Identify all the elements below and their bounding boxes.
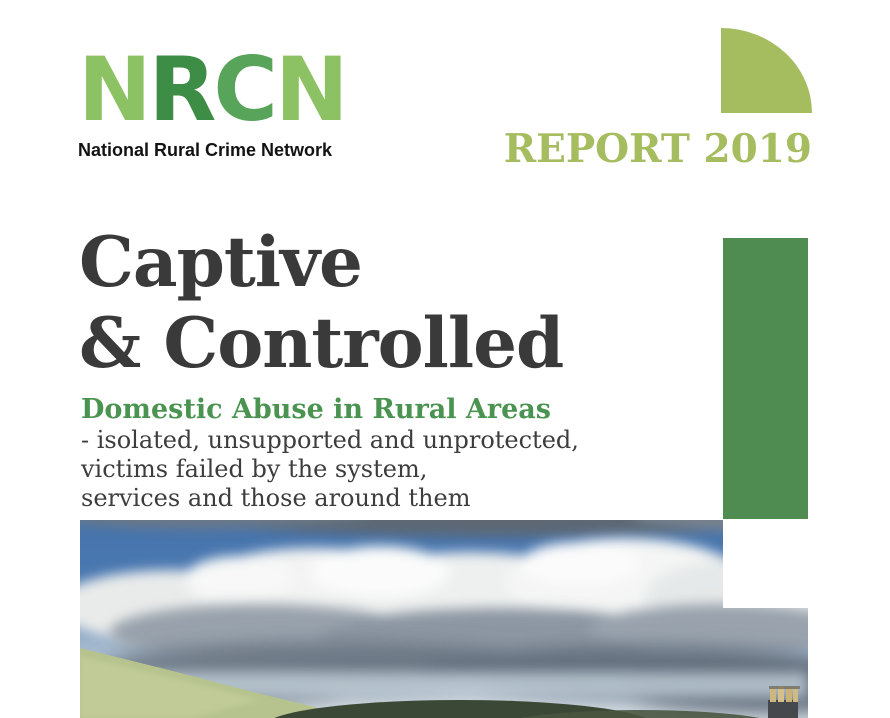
nrcn-logo: NRCN National Rural Crime Network	[78, 42, 349, 161]
title-line-1: Captive	[79, 222, 363, 303]
logo-letter-n1: N	[78, 38, 152, 141]
page-subtitle: Domestic Abuse in Rural Areas	[81, 394, 551, 425]
logo-letter-r: R	[148, 38, 217, 141]
page-description: - isolated, unsupported and unprotected,…	[81, 426, 639, 513]
quarter-circle-accent	[721, 28, 812, 113]
page-title: Captive & Controlled	[79, 222, 639, 384]
nrcn-logo-letters: NRCN	[78, 42, 349, 138]
landscape-illustration	[80, 520, 808, 718]
headline-block: Captive & Controlled Domestic Abuse in Ru…	[79, 222, 639, 513]
green-accent-bar	[723, 238, 808, 519]
report-year-label: REPORT 2019	[503, 126, 812, 172]
logo-tagline: National Rural Crime Network	[78, 140, 333, 160]
cover-photo	[80, 520, 808, 718]
logo-letter-n2: N	[275, 38, 349, 141]
chimney	[768, 686, 800, 718]
title-line-2: & Controlled	[79, 303, 564, 384]
description-line: victims failed by the system,	[81, 455, 428, 483]
description-line: - isolated, unsupported and unprotected,	[81, 426, 579, 454]
description-line: services and those around them	[81, 484, 471, 512]
logo-letter-c: C	[213, 38, 278, 141]
